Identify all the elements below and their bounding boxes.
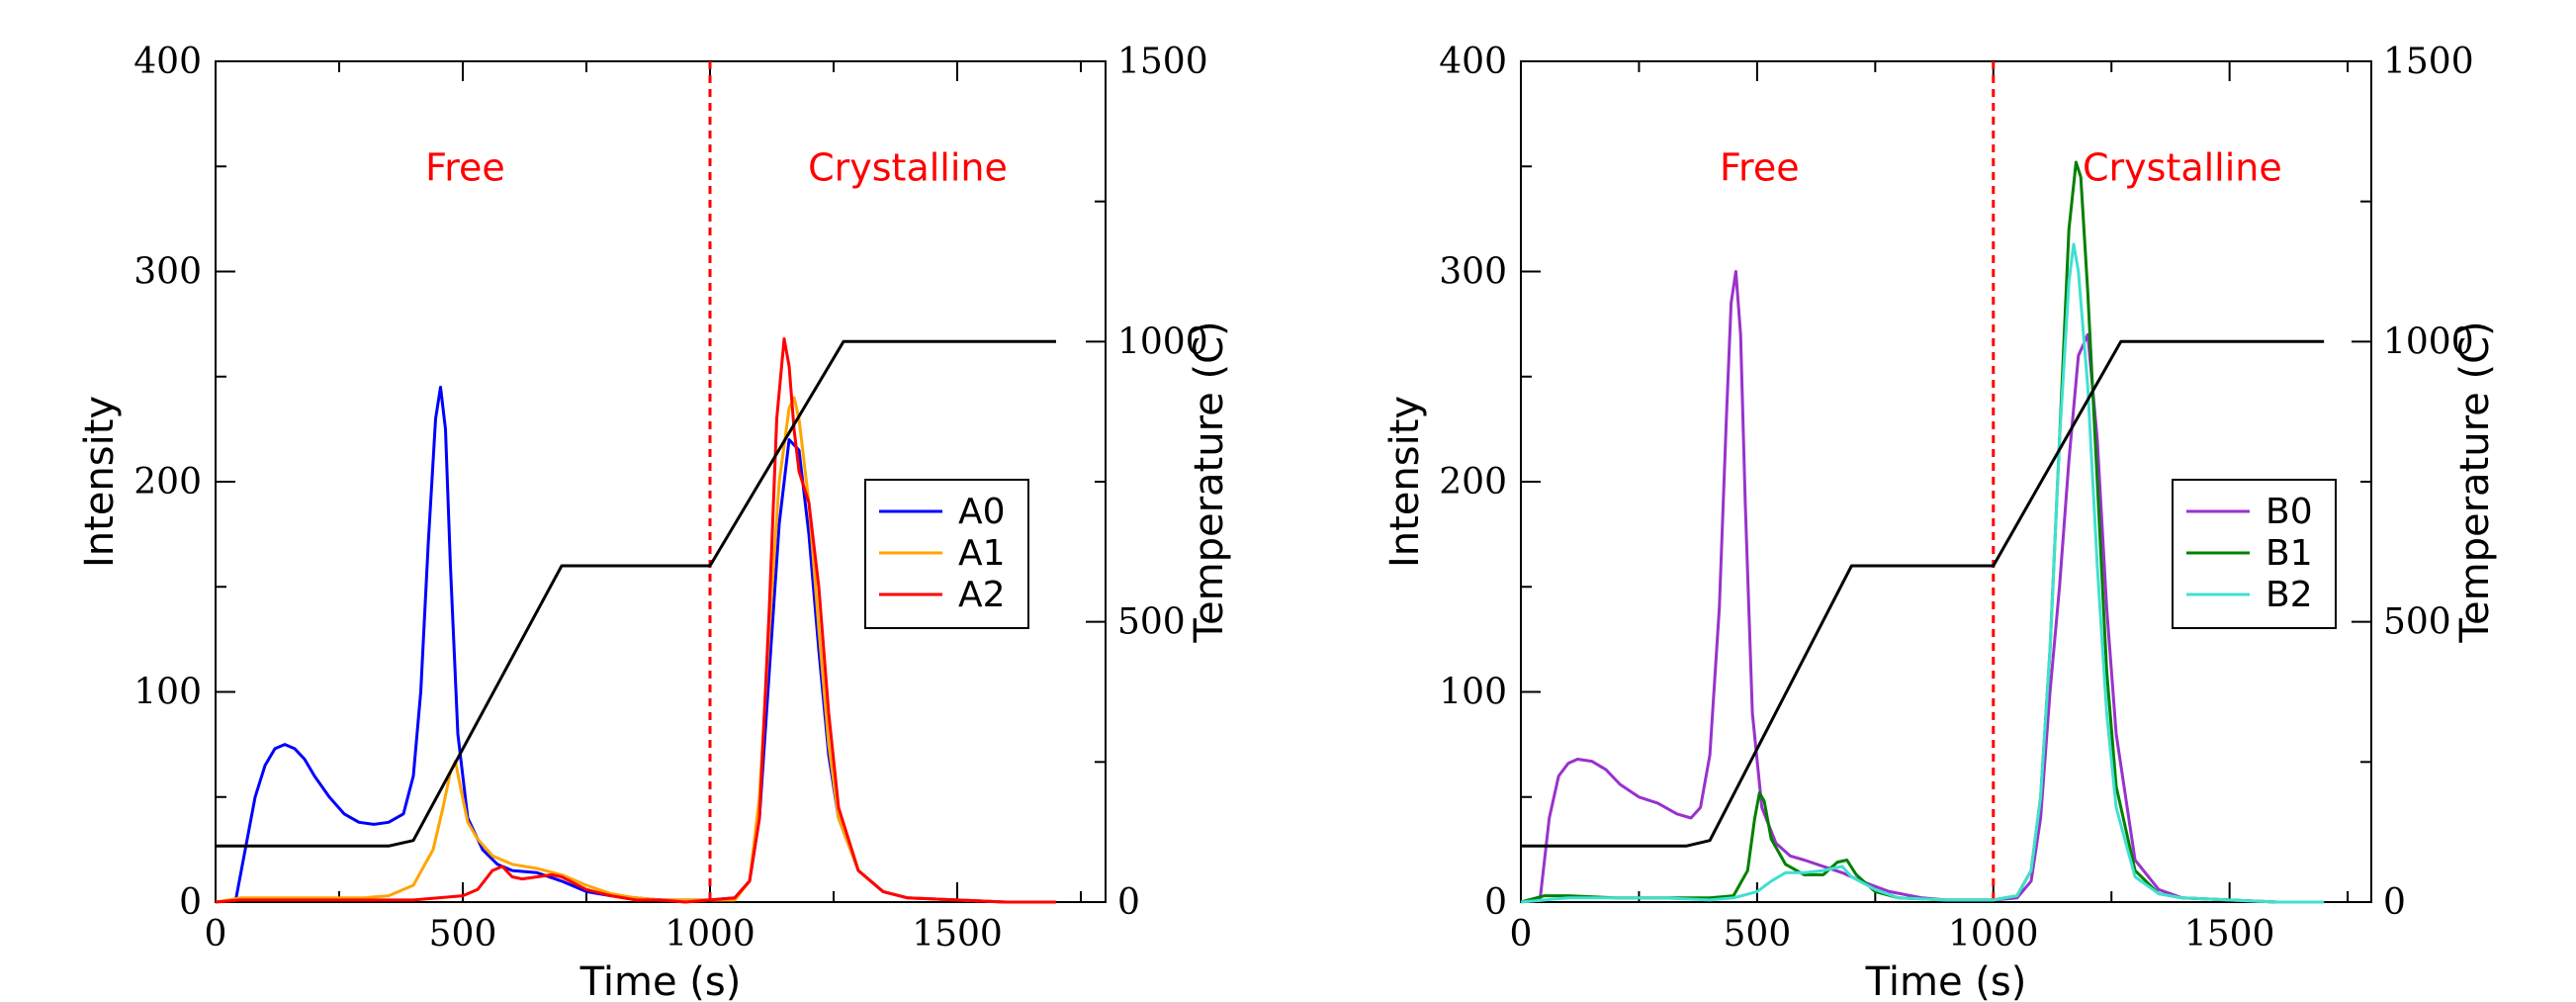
legend-label-a1: A1 (958, 533, 1006, 574)
x-tick-label: 0 (205, 914, 227, 955)
y-tick-label: 100 (133, 673, 202, 713)
x-axis-title: Time (s) (579, 959, 742, 1002)
y2-tick-label: 0 (1117, 882, 1140, 923)
series-line-b2 (1520, 242, 2325, 904)
y2-tick-label: 1500 (2383, 42, 2474, 82)
y2-tick-label: 1000 (2383, 321, 2474, 362)
y-tick-label: 400 (1439, 42, 1507, 82)
series-line-temperature (1521, 339, 2325, 848)
y2-tick-label: 0 (2383, 882, 2406, 923)
region-label: Free (1720, 145, 1800, 189)
series-line-a2 (215, 337, 1056, 904)
y-tick-label: 200 (1439, 462, 1507, 502)
x-axis-title: Time (s) (1865, 959, 2027, 1002)
series-line-a1 (215, 396, 1056, 904)
y-tick-label: 0 (179, 882, 202, 923)
legend-label-b0: B0 (2265, 492, 2313, 532)
y-tick-label: 100 (1439, 673, 1507, 713)
chart-panel-1: 0 500 1000 1500 0 100 200 300 400 0 500 1000 1500 Tim… (1382, 42, 2498, 1002)
y-tick-label: 200 (133, 462, 202, 502)
x-tick-label: 1000 (1948, 914, 2039, 955)
y2-tick-label: 1500 (1117, 42, 1208, 82)
region-label: Free (425, 145, 505, 189)
region-label: Crystalline (2083, 145, 2282, 189)
y2-axis-title: Temperature (C) (1187, 320, 1232, 643)
x-tick-label: 1000 (665, 914, 755, 955)
y-tick-label: 300 (1439, 252, 1507, 293)
x-tick-label: 0 (1510, 914, 1533, 955)
y2-tick-label: 500 (1117, 602, 1186, 643)
y-tick-label: 300 (133, 252, 202, 293)
y-axis-title: Intensity (77, 396, 123, 568)
x-tick-label: 500 (429, 914, 497, 955)
legend-label-a2: A2 (958, 575, 1006, 615)
x-tick-label: 1500 (912, 914, 1003, 955)
legend-label-a0: A0 (958, 492, 1006, 532)
chart-panel-0: 0 500 1000 1500 0 100 200 300 400 0 500 1000 1500 Tim… (77, 42, 1232, 1002)
y2-axis-title: Temperature (C) (2452, 320, 2498, 643)
x-tick-label: 500 (1724, 914, 1792, 955)
series-line-temperature (216, 339, 1056, 848)
legend-label-b1: B1 (2265, 533, 2313, 574)
y-tick-label: 0 (1484, 882, 1507, 923)
legend-label-b2: B2 (2265, 575, 2313, 615)
region-label: Crystalline (808, 145, 1008, 189)
y2-tick-label: 1000 (1117, 321, 1208, 362)
x-tick-label: 1500 (2184, 914, 2275, 955)
y-tick-label: 400 (133, 42, 202, 82)
y-axis-title: Intensity (1382, 396, 1428, 568)
series-line-a0 (233, 385, 1056, 904)
y2-tick-label: 500 (2383, 602, 2451, 643)
